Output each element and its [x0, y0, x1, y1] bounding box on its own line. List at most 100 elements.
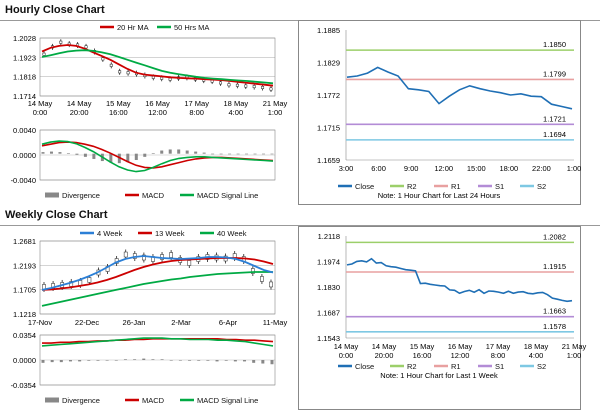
hourly-price-candle: [126, 71, 130, 75]
hourly-macd-divergence-bar: [168, 149, 172, 154]
hourly-price-candle: [244, 84, 248, 88]
weekly-macd-divergence-bar: [50, 360, 54, 363]
hourly-pivot-x-tick: 12:00: [434, 164, 453, 173]
weekly-pivot-legend-r1-label: R1: [451, 362, 461, 371]
hourly-macd-divergence-bar: [219, 153, 223, 155]
hourly-pivot-panel: [298, 20, 581, 205]
weekly-price-x-tick: 17-Nov: [28, 318, 52, 327]
hourly-macd-divergence-bar: [49, 151, 53, 154]
hourly-macd-divergence-bar: [177, 149, 181, 154]
hourly-pivot-close-line: [346, 66, 573, 110]
hourly-macd-divergence-bar: [58, 152, 62, 154]
weekly-pivot-level-s2-label: 1.1578: [543, 322, 566, 331]
hourly-macd-legend-macd-label: MACD: [142, 191, 165, 200]
hourly-price-y-tick: 1.1818: [13, 73, 36, 82]
weekly-price-chart: 1.2681 1.2193 1.1705 1.1218 4 Week 13 Week 40 …: [13, 229, 287, 327]
hourly-price-candle: [252, 85, 256, 89]
weekly-price-y-tick: 1.1705: [13, 286, 36, 295]
weekly-40wk-line: [41, 271, 273, 307]
hourly-pivot-level-s1-label: 1.1721: [543, 114, 566, 123]
weekly-pivot-legend-r2-label: R2: [407, 362, 417, 371]
weekly-pivot-x-tick-day: 18 May: [524, 342, 549, 351]
weekly-macd-divergence-bar: [233, 360, 237, 362]
weekly-price-x-tick: 6-Apr: [219, 318, 238, 327]
weekly-macd-divergence-bar: [123, 359, 127, 360]
hourly-price-candle: [219, 81, 223, 85]
weekly-macd-y-tick: -0.0354: [11, 381, 36, 390]
weekly-macd-divergence-bar: [96, 360, 100, 361]
weekly-section-title: Weekly Close Chart: [5, 209, 108, 221]
weekly-pivot-legend-close-label: Close: [355, 362, 374, 371]
hourly-macd-legend-divergence-label: Divergence: [62, 191, 100, 200]
hourly-macd-divergence-bar: [109, 153, 113, 163]
hourly-price-x-tick-day: 14 May: [28, 99, 53, 108]
hourly-pivot-x-tick: 1:00: [567, 164, 582, 173]
weekly-macd-divergence-bar: [224, 360, 228, 361]
hourly-price-x-tick-time: 8:00: [189, 108, 204, 117]
hourly-price-candle: [269, 87, 273, 91]
weekly-macd-macd-line: [41, 337, 274, 347]
weekly-macd-y-tick: 0.0000: [13, 356, 36, 365]
weekly-macd-divergence-bar: [197, 360, 201, 361]
weekly-macd-divergence-bar: [160, 359, 164, 360]
hourly-macd-divergence-bar: [151, 153, 155, 154]
weekly-macd-divergence-bar: [59, 360, 63, 363]
hourly-price-y-tick: 1.1923: [13, 53, 36, 62]
hourly-macd-divergence-bar: [245, 153, 249, 155]
hourly-pivot-x-tick: 9:00: [404, 164, 419, 173]
legend-20hr-ma-label: 20 Hr MA: [117, 23, 149, 32]
hourly-macd-divergence-bar: [126, 153, 130, 163]
weekly-price-y-tick: 1.2193: [13, 261, 36, 270]
weekly-price-candle: [123, 251, 128, 258]
hourly-macd-divergence-bar: [134, 153, 138, 160]
weekly-macd-chart: 0.0354 0.0000 -0.0354 Divergence MACD MACD Si…: [11, 331, 276, 405]
weekly-macd-divergence-bar: [261, 360, 265, 364]
hourly-price-x-tick-time: 20:00: [70, 108, 89, 117]
weekly-pivot-x-tick-time: 12:00: [451, 351, 470, 360]
weekly-pivot-level-s1-label: 1.1663: [543, 307, 566, 316]
weekly-price-plot-frame: [39, 240, 276, 315]
weekly-macd-legend-divergence-label: Divergence: [62, 396, 100, 405]
hourly-macd-divergence-bar: [83, 153, 87, 157]
hourly-20hr-ma-line: [41, 44, 274, 87]
weekly-pivot-x-tick-time: 1:00: [567, 351, 582, 360]
hourly-50hr-ma-line: [41, 49, 274, 85]
hourly-pivot-x-tick: 15:00: [467, 164, 486, 173]
weekly-pivot-panel: [298, 226, 581, 410]
hourly-macd-plot-frame: [39, 129, 276, 181]
weekly-price-candle: [269, 281, 273, 288]
weekly-title-divider: [0, 225, 600, 226]
weekly-pivot-y-tick: 1.2118: [318, 232, 340, 241]
hourly-macd-y-tick: -0.0040: [11, 176, 36, 185]
hourly-price-candle: [42, 52, 46, 56]
hourly-price-y-tick: 1.2028: [13, 34, 36, 43]
weekly-pivot-level-r2-label: 1.2082: [543, 232, 566, 241]
hourly-price-candle: [59, 40, 63, 44]
hourly-pivot-level-s2-label: 1.1694: [543, 130, 566, 139]
hourly-macd-divergence-bar: [253, 153, 257, 155]
weekly-macd-divergence-bar: [206, 360, 210, 361]
hourly-pivot-y-tick: 1.1772: [317, 91, 340, 100]
weekly-pivot-x-tick-time: 0:00: [339, 351, 354, 360]
weekly-macd-divergence-bar: [151, 359, 155, 360]
hourly-price-candle: [109, 63, 113, 67]
hourly-price-y-tick: 1.1714: [13, 92, 36, 101]
hourly-price-x-tick-time: 4:00: [229, 108, 244, 117]
hourly-price-candle: [151, 75, 155, 79]
hourly-macd-macd-line: [41, 140, 274, 173]
weekly-pivot-legend-s2-label: S2: [537, 362, 546, 371]
weekly-macd-divergence-bar: [68, 360, 72, 362]
hourly-pivot-legend-r1-label: R1: [451, 182, 461, 191]
hourly-section-title: Hourly Close Chart: [5, 4, 105, 16]
weekly-price-candle: [187, 260, 192, 266]
hourly-macd-divergence-bar: [66, 153, 70, 154]
hourly-pivot-x-tick: 22:00: [532, 164, 551, 173]
hourly-macd-divergence-bar: [194, 151, 198, 154]
hourly-macd-divergence-bar: [228, 153, 232, 155]
weekly-pivot-y-tick: 1.1687: [317, 309, 340, 318]
weekly-pivot-y-tick: 1.1830: [317, 283, 340, 292]
weekly-macd-divergence-bar: [252, 360, 256, 363]
hourly-macd-divergence-bar: [160, 150, 164, 154]
hourly-price-x-tick-day: 15 May: [106, 99, 131, 108]
hourly-price-x-tick-day: 17 May: [184, 99, 209, 108]
